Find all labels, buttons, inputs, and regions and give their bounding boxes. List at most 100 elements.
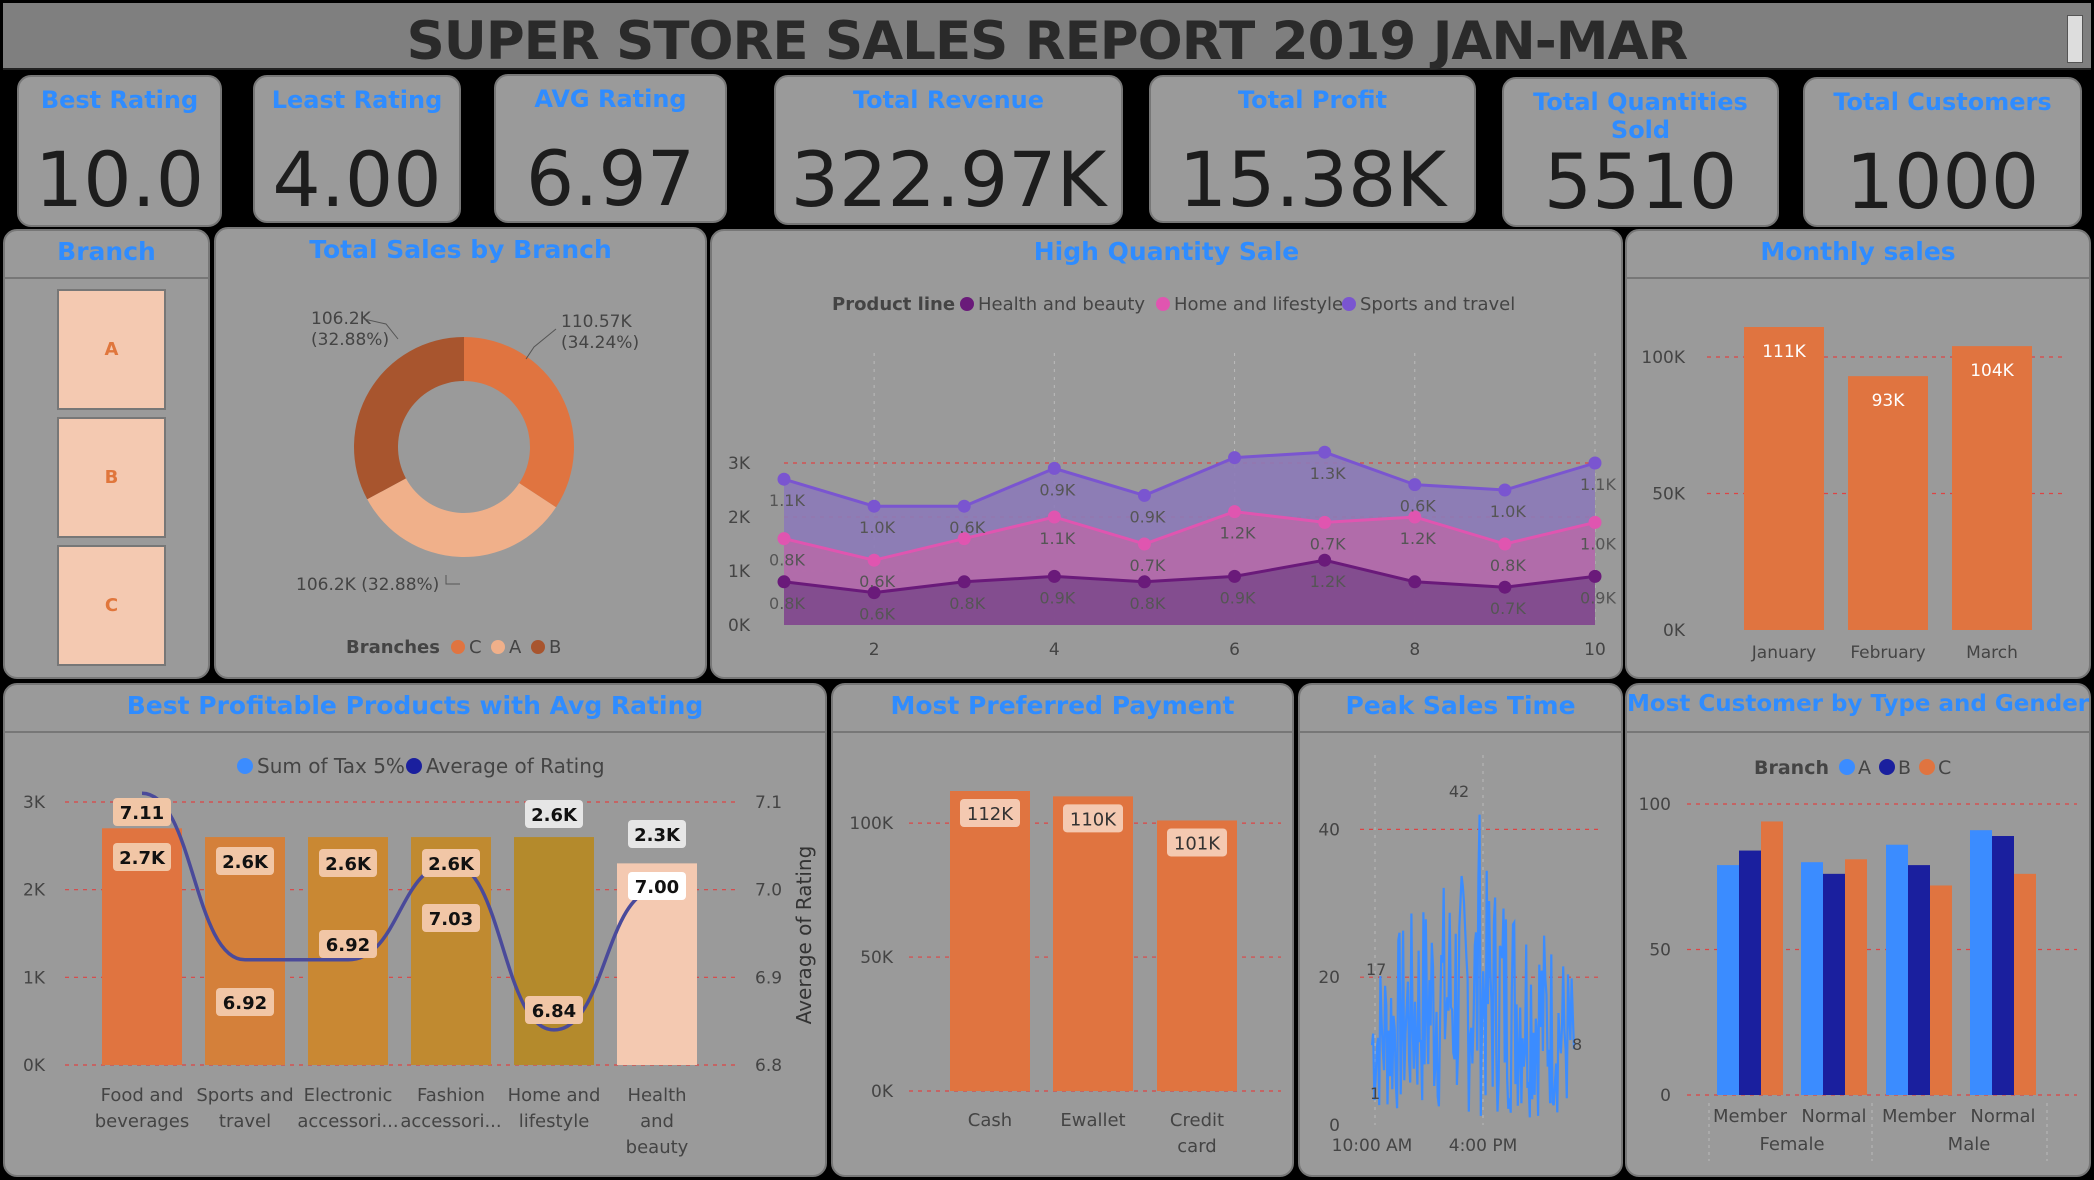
rating-data-label-box — [113, 798, 171, 826]
data-label: 0.8K — [1490, 556, 1526, 575]
kpi-total-quantities-sold: Total Quantities Sold 5510 — [1502, 77, 1779, 227]
bar-data-label: 2.6K — [428, 854, 475, 875]
rating-data-label-box — [525, 996, 583, 1024]
chart-title: Total Sales by Branch — [309, 235, 612, 264]
payment-bar-chart: 0K 50K 100K 112K Cash 110K Ewallet 101K Credit ca… — [849, 791, 1281, 1157]
donut-slice-b — [354, 337, 464, 500]
chart-title: Best Profitable Products with Avg Rating — [126, 691, 704, 720]
data-point — [1047, 569, 1061, 583]
bar-branch-c — [1845, 859, 1867, 1095]
x-tick-label: 4:00 PM — [1449, 1136, 1518, 1156]
legend-marker — [1156, 297, 1170, 311]
divider — [5, 731, 825, 733]
data-label: 0.9K — [1220, 588, 1256, 607]
x-tick-label-type: Member — [1882, 1106, 1957, 1127]
data-point — [1498, 483, 1512, 497]
x-tick-label-type: Member — [1713, 1106, 1788, 1127]
kpi-label: Total Customers — [1833, 88, 2052, 116]
divider — [1627, 731, 2089, 733]
legend-marker-rating — [406, 758, 422, 774]
data-point — [1588, 569, 1602, 583]
data-label: 1.2K — [1400, 529, 1436, 548]
branch-slicer-item-a[interactable]: A — [57, 289, 166, 410]
legend-label: A — [1858, 757, 1871, 779]
sales-line — [1370, 814, 1576, 1118]
divider — [1627, 277, 2089, 279]
series-line-1 — [783, 510, 1596, 562]
best-profitable-products-panel: Best Profitable Products with Avg Rating… — [3, 683, 827, 1177]
data-point — [867, 586, 881, 600]
legend-title: Product line — [832, 294, 955, 315]
data-label: 1.0K — [1580, 534, 1616, 553]
data-label: 111K — [1762, 342, 1806, 362]
data-point — [1047, 461, 1061, 475]
data-label: 104K — [1970, 361, 2014, 381]
bar-data-label-box — [319, 849, 377, 877]
data-point — [777, 472, 791, 486]
annotation-label: 8 — [1572, 1035, 1582, 1054]
kpi-avg-rating: AVG Rating 6.97 — [494, 74, 727, 223]
kpi-label: Total Revenue — [852, 86, 1045, 114]
y2-axis-label: Average of Rating — [792, 846, 816, 1025]
data-point — [957, 532, 971, 546]
scrollbar[interactable] — [2067, 15, 2083, 63]
x-tick-label: Food and beverages — [95, 1085, 190, 1132]
report-title: SUPER STORE SALES REPORT 2019 JAN-MAR — [406, 11, 1689, 72]
kpi-label: Total Profit — [1237, 86, 1388, 114]
kpi-total-profit: Total Profit 15.38K — [1149, 75, 1476, 223]
x-tick-label: January — [1751, 643, 1816, 663]
y2-tick-label: 7.1 — [755, 793, 782, 813]
bar-branch-b — [1739, 850, 1761, 1095]
data-point — [957, 575, 971, 589]
data-point — [1228, 569, 1242, 583]
donut-chart: 110.57K (34.24%) 106.2K (32.88%) 106.2K (32.… — [296, 309, 639, 658]
customer-type-gender-panel: Most Customer by Type and Gender 0 50 100 M… — [1625, 683, 2091, 1177]
chart-title: Peak Sales Time — [1345, 691, 1576, 720]
data-label: 110K — [1070, 809, 1117, 830]
kpi-total-customers: Total Customers 1000 — [1803, 77, 2082, 227]
y-tick-label: 1K — [23, 968, 46, 988]
data-label: 0.6K — [859, 605, 895, 624]
data-label: 0.8K — [769, 551, 805, 570]
y-tick-label: 0 — [1660, 1086, 1671, 1106]
legend-title: Branches — [346, 637, 440, 658]
data-point — [1137, 488, 1151, 502]
data-label: 0.9K — [1039, 588, 1075, 607]
bar-january — [1744, 327, 1824, 630]
x-tick-label-type: Normal — [1801, 1106, 1866, 1127]
x-tick-label: March — [1966, 643, 2018, 663]
data-point — [867, 499, 881, 513]
bar-branch-a — [1886, 844, 1908, 1095]
x-tick-label: Fashion accessori... — [400, 1085, 501, 1132]
branch-slicer-item-b[interactable]: B — [57, 417, 166, 538]
monthly-sales-panel: Monthly sales 0K 50K 100K 111K January 93K Feb… — [1625, 229, 2091, 679]
branch-slicer-item-c[interactable]: C — [57, 545, 166, 666]
kpi-total-revenue: Total Revenue 322.97K — [774, 75, 1123, 225]
annotation-label: 42 — [1449, 782, 1469, 801]
y-tick-label: 0K — [728, 616, 751, 636]
data-label: 0.9K — [1129, 507, 1165, 526]
data-label: 0.7K — [1310, 534, 1346, 553]
legend-marker — [1839, 759, 1855, 775]
y-tick-label: 50K — [1652, 485, 1686, 505]
data-label: 0.7K — [1129, 556, 1165, 575]
kpi-least-rating: Least Rating 4.00 — [253, 75, 461, 223]
x-tick-label: Ewallet — [1060, 1110, 1125, 1131]
legend-marker-a — [491, 640, 505, 654]
rating-data-label: 7.11 — [120, 803, 164, 824]
kpi-value: 322.97K — [790, 135, 1107, 224]
data-point — [1318, 445, 1332, 459]
most-preferred-payment-panel: Most Preferred Payment 0K 50K 100K 112K Cash… — [831, 683, 1294, 1177]
data-label: 101K — [1174, 833, 1221, 854]
y-tick-label: 50 — [1649, 941, 1671, 961]
data-point — [1228, 451, 1242, 465]
leader-line — [363, 318, 399, 340]
donut-label-b: 106.2K (32.88%) — [311, 309, 389, 350]
x-tick-label: 10:00 AM — [1332, 1136, 1413, 1156]
data-label: 0.8K — [949, 594, 985, 613]
data-label: 1.0K — [1490, 502, 1526, 521]
kpi-label: Best Rating — [40, 86, 199, 114]
bar-data-label-box — [525, 800, 583, 828]
data-label: 0.8K — [769, 594, 805, 613]
